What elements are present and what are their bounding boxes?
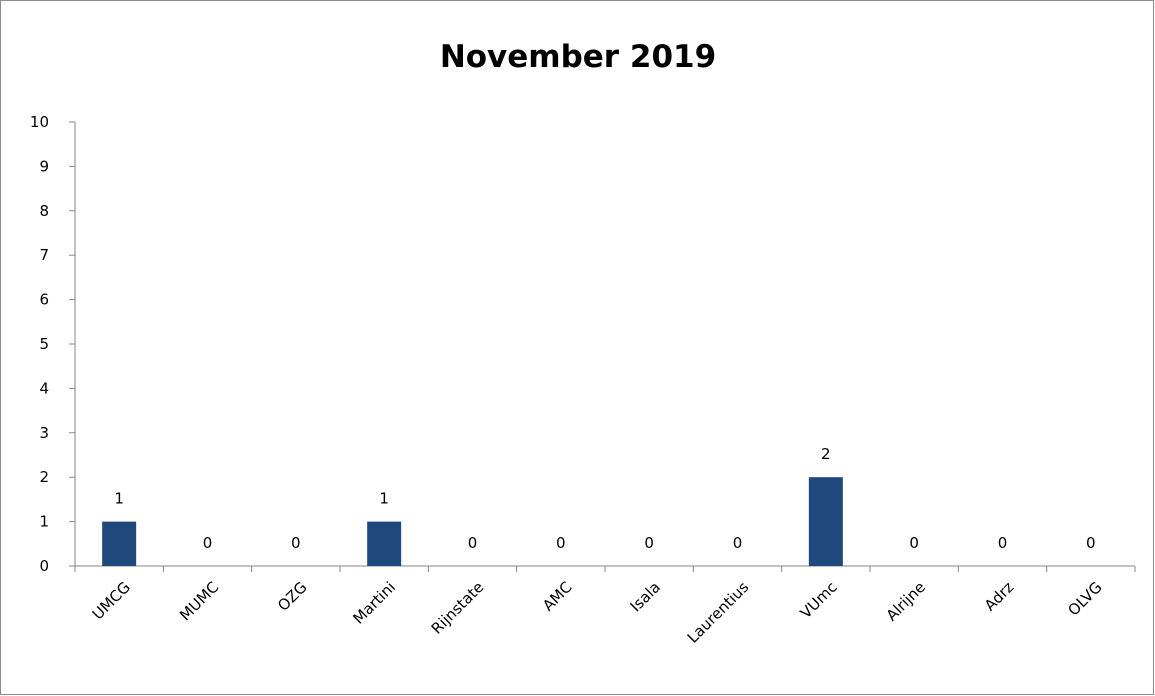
y-tick-label: 0 (39, 557, 49, 575)
y-tick-label: 4 (39, 379, 49, 397)
chart-title: November 2019 (439, 39, 717, 75)
chart-data-labels: 1 0 0 1 0 0 0 0 2 0 0 0 (114, 445, 1095, 552)
data-label-vumc: 2 (821, 445, 831, 463)
bar-martini (367, 521, 402, 566)
y-tick-label: 9 (39, 157, 49, 175)
y-tick-label: 3 (39, 424, 49, 442)
bar-vumc (808, 477, 843, 566)
chart-axes (69, 121, 1136, 572)
y-tick-label: 10 (30, 113, 49, 131)
x-tick-label-alrijne: Alrijne (883, 578, 929, 624)
y-tick-label: 7 (39, 246, 49, 264)
x-tick-label-umcg: UMCG (89, 578, 134, 623)
data-label-mumc: 0 (203, 534, 213, 552)
x-tick-label-amc: AMC (539, 578, 576, 615)
x-tick-label-laurentius: Laurentius (684, 578, 753, 647)
data-label-rijnstate: 0 (468, 534, 478, 552)
x-tick-label-ozg: OZG (274, 578, 311, 615)
y-tick-label: 1 (39, 513, 49, 531)
x-tick-label-martini: Martini (349, 578, 399, 628)
y-tick-label: 8 (39, 202, 49, 220)
data-label-alrijne: 0 (909, 534, 919, 552)
data-label-umcg: 1 (114, 490, 124, 508)
data-label-isala: 0 (644, 534, 654, 552)
data-label-adrz: 0 (998, 534, 1008, 552)
data-label-laurentius: 0 (733, 534, 743, 552)
x-tick-label-olvg: OLVG (1064, 578, 1105, 619)
data-label-olvg: 0 (1086, 534, 1096, 552)
x-tick-label-mumc: MUMC (176, 578, 222, 624)
chart-bars (102, 477, 843, 566)
y-tick-label: 2 (39, 468, 49, 486)
bar-umcg (102, 521, 137, 566)
data-label-martini: 1 (379, 490, 389, 508)
data-label-ozg: 0 (291, 534, 301, 552)
data-label-amc: 0 (556, 534, 566, 552)
y-tick-label: 6 (39, 291, 49, 309)
x-tick-label-vumc: VUmc (797, 578, 841, 622)
x-tick-label-rijnstate: Rijnstate (428, 578, 488, 638)
x-tick-label-adrz: Adrz (981, 578, 1018, 615)
y-tick-label: 5 (39, 335, 49, 353)
x-tick-label-isala: Isala (627, 578, 664, 615)
